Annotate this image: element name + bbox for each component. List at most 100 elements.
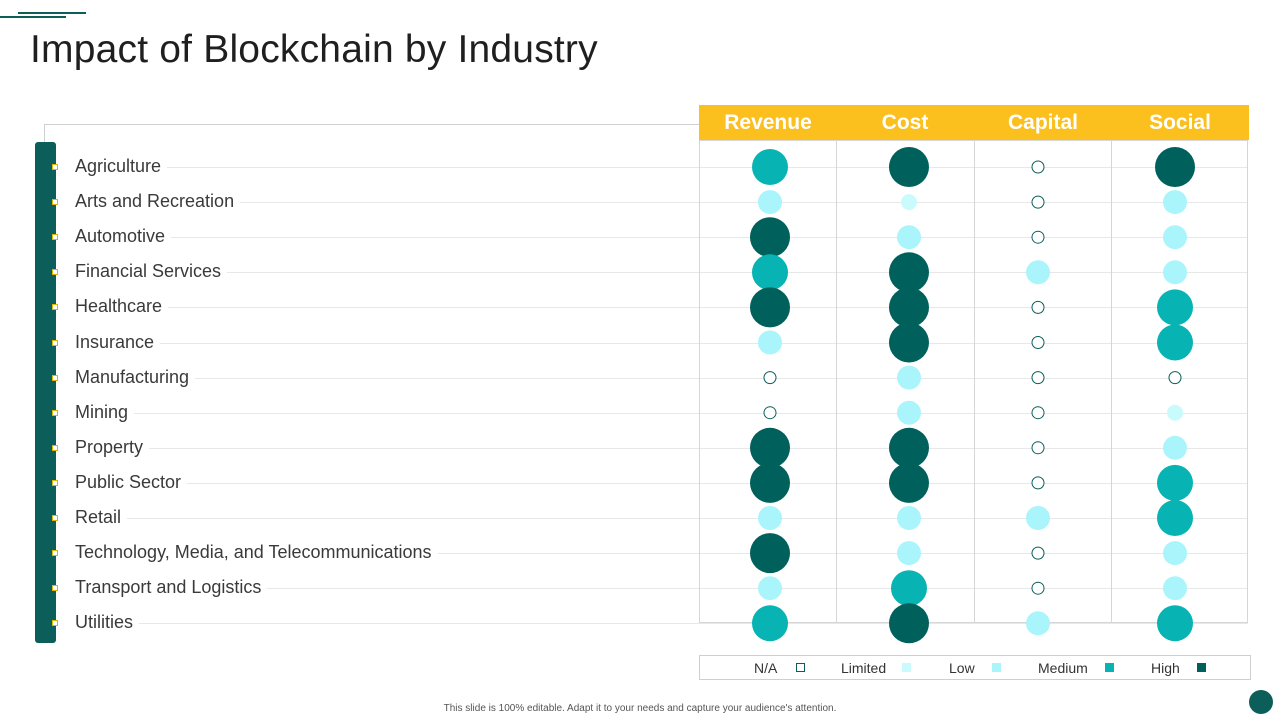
column-separator — [974, 140, 975, 623]
bubble-low — [1163, 541, 1187, 566]
legend-swatch — [1105, 663, 1114, 672]
matrix-grid — [699, 140, 1248, 623]
row-bullet — [52, 515, 58, 521]
row-bullet — [52, 164, 58, 170]
bubble-na — [1168, 371, 1182, 385]
column-header: Revenue — [699, 105, 837, 140]
bubble-high — [889, 147, 929, 187]
row-bullet — [52, 199, 58, 205]
industry-label: Automotive — [75, 225, 172, 247]
bubble-na — [1031, 371, 1045, 385]
industry-label: Transport and Logistics — [75, 576, 268, 598]
bubble-medium — [752, 605, 788, 642]
decor-line-top-offset — [18, 12, 86, 14]
row-bullet — [52, 234, 58, 240]
bubble-low — [897, 365, 921, 390]
bubble-medium — [752, 149, 788, 185]
bubble-low — [1026, 611, 1050, 636]
bubble-low — [1026, 260, 1050, 285]
bubble-na — [1031, 336, 1045, 349]
legend-label: Low — [949, 660, 975, 676]
bubble-high — [750, 287, 790, 328]
row-divider — [75, 518, 1248, 519]
industry-label: Public Sector — [75, 471, 188, 493]
bubble-na — [1031, 546, 1045, 560]
industry-label: Insurance — [75, 331, 161, 353]
legend-label: N/A — [754, 660, 778, 676]
bubble-high — [1155, 147, 1195, 187]
decor-line-top — [0, 16, 66, 18]
bubble-high — [750, 533, 790, 574]
bubble-high — [889, 287, 929, 328]
bubble-low — [897, 541, 921, 566]
row-divider — [75, 448, 1248, 449]
bubble-high — [750, 427, 790, 468]
row-bullet — [52, 480, 58, 486]
bubble-high — [889, 603, 929, 644]
bubble-high — [750, 217, 790, 258]
bubble-low — [897, 225, 921, 250]
row-bullet — [52, 269, 58, 275]
bubble-high — [750, 462, 790, 503]
row-bullet — [52, 410, 58, 416]
bubble-low — [1163, 190, 1187, 215]
row-divider — [75, 343, 1248, 344]
legend-label: High — [1151, 660, 1180, 676]
industry-label: Arts and Recreation — [75, 190, 241, 212]
bubble-na — [1031, 441, 1045, 455]
bubble-low — [897, 400, 921, 425]
row-divider — [75, 237, 1248, 238]
row-divider — [75, 413, 1248, 414]
bubble-na — [1031, 300, 1045, 314]
row-divider — [75, 202, 1248, 203]
industry-label: Manufacturing — [75, 366, 196, 388]
industry-label: Technology, Media, and Telecommunication… — [75, 541, 438, 563]
bubble-na — [1031, 230, 1045, 244]
bubble-high — [889, 427, 929, 468]
bubble-na — [763, 371, 777, 385]
bubble-medium — [752, 254, 788, 291]
bubble-low — [758, 576, 782, 601]
column-header: Cost — [836, 105, 974, 140]
industry-label: Property — [75, 436, 150, 458]
side-accent-bar — [35, 142, 56, 643]
row-divider — [75, 378, 1248, 379]
industry-label: Financial Services — [75, 260, 228, 282]
bubble-na — [1031, 160, 1045, 174]
row-divider — [75, 272, 1248, 273]
bubble-medium — [1157, 500, 1193, 536]
footer-note: This slide is 100% editable. Adapt it to… — [443, 703, 837, 714]
legend-swatch — [902, 663, 911, 672]
row-bullet — [52, 445, 58, 451]
bubble-low — [758, 330, 782, 355]
bubble-high — [889, 322, 929, 363]
bubble-na — [763, 406, 777, 420]
bubble-medium — [1157, 324, 1193, 361]
bubble-na — [1031, 195, 1045, 209]
row-divider — [75, 588, 1248, 589]
bubble-low — [758, 506, 782, 530]
bubble-na — [1031, 581, 1045, 595]
industry-label: Healthcare — [75, 295, 169, 317]
bubble-low — [1163, 260, 1187, 285]
industry-label: Agriculture — [75, 155, 168, 177]
row-divider — [75, 167, 1248, 168]
row-bullet — [52, 585, 58, 591]
corner-dot — [1249, 690, 1273, 714]
legend-label: Medium — [1038, 660, 1088, 676]
bubble-low — [1163, 576, 1187, 601]
legend-swatch — [992, 663, 1001, 672]
bubble-limited — [901, 194, 917, 211]
industry-label: Retail — [75, 506, 128, 528]
bubble-na — [1031, 406, 1045, 420]
column-header: Social — [1111, 105, 1249, 140]
frame-line — [44, 124, 699, 125]
bubble-high — [889, 462, 929, 503]
column-separator — [1111, 140, 1112, 623]
row-bullet — [52, 550, 58, 556]
row-divider — [75, 623, 1248, 624]
bubble-na — [1031, 476, 1045, 490]
page-title: Impact of Blockchain by Industry — [30, 28, 598, 71]
bubble-low — [1163, 435, 1187, 460]
bubble-low — [897, 506, 921, 530]
